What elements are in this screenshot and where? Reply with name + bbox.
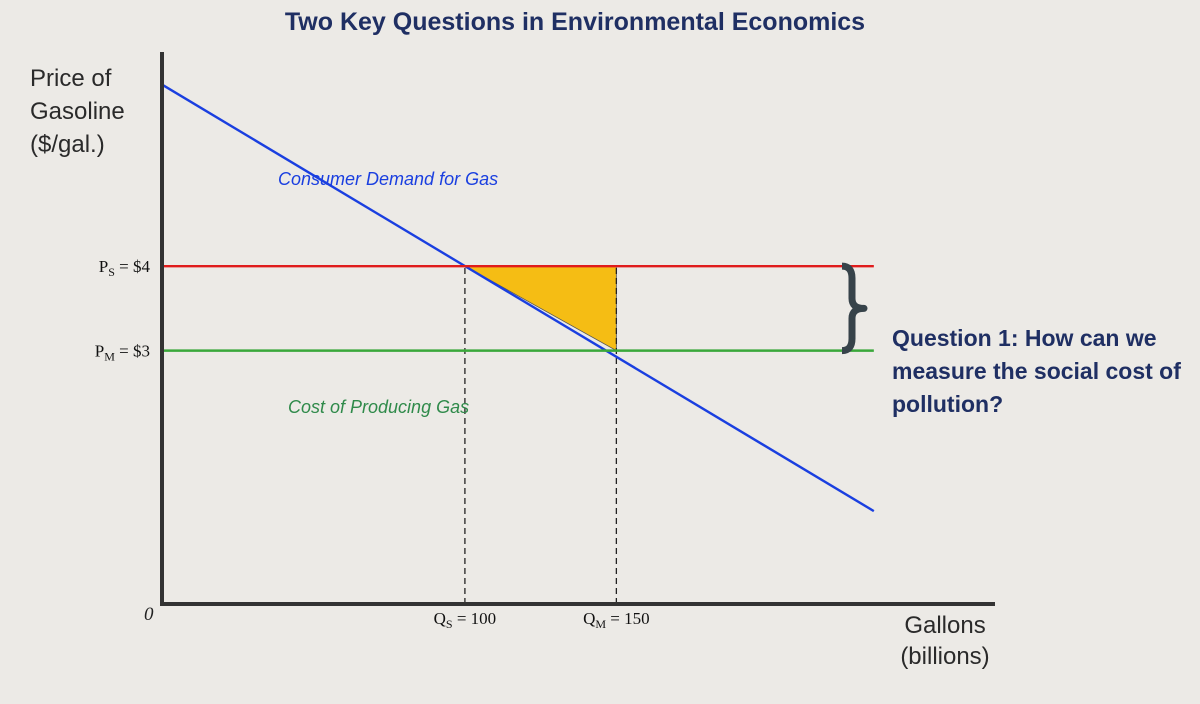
chart-title: Two Key Questions in Environmental Econo…	[284, 8, 866, 36]
y-tick-label-0: PS = $4	[99, 257, 151, 279]
x-tick-label-1: QM = 150	[583, 609, 650, 631]
x-axis-label: Gallons (billions)	[900, 612, 990, 670]
series-market_cost-label: Cost of Producing Gas	[288, 397, 469, 417]
series-demand-line	[161, 83, 875, 513]
y-axis-label: Price of Gasoline ($/gal.)	[30, 65, 125, 158]
question-1-text: Question 1: How can we measure the socia…	[892, 325, 1181, 417]
origin-label: 0	[144, 604, 154, 625]
series-demand-label: Consumer Demand for Gas	[278, 169, 498, 189]
curly-brace	[841, 262, 868, 355]
y-tick-label-1: PM = $3	[95, 342, 150, 364]
x-tick-label-0: QS = 100	[434, 609, 497, 631]
